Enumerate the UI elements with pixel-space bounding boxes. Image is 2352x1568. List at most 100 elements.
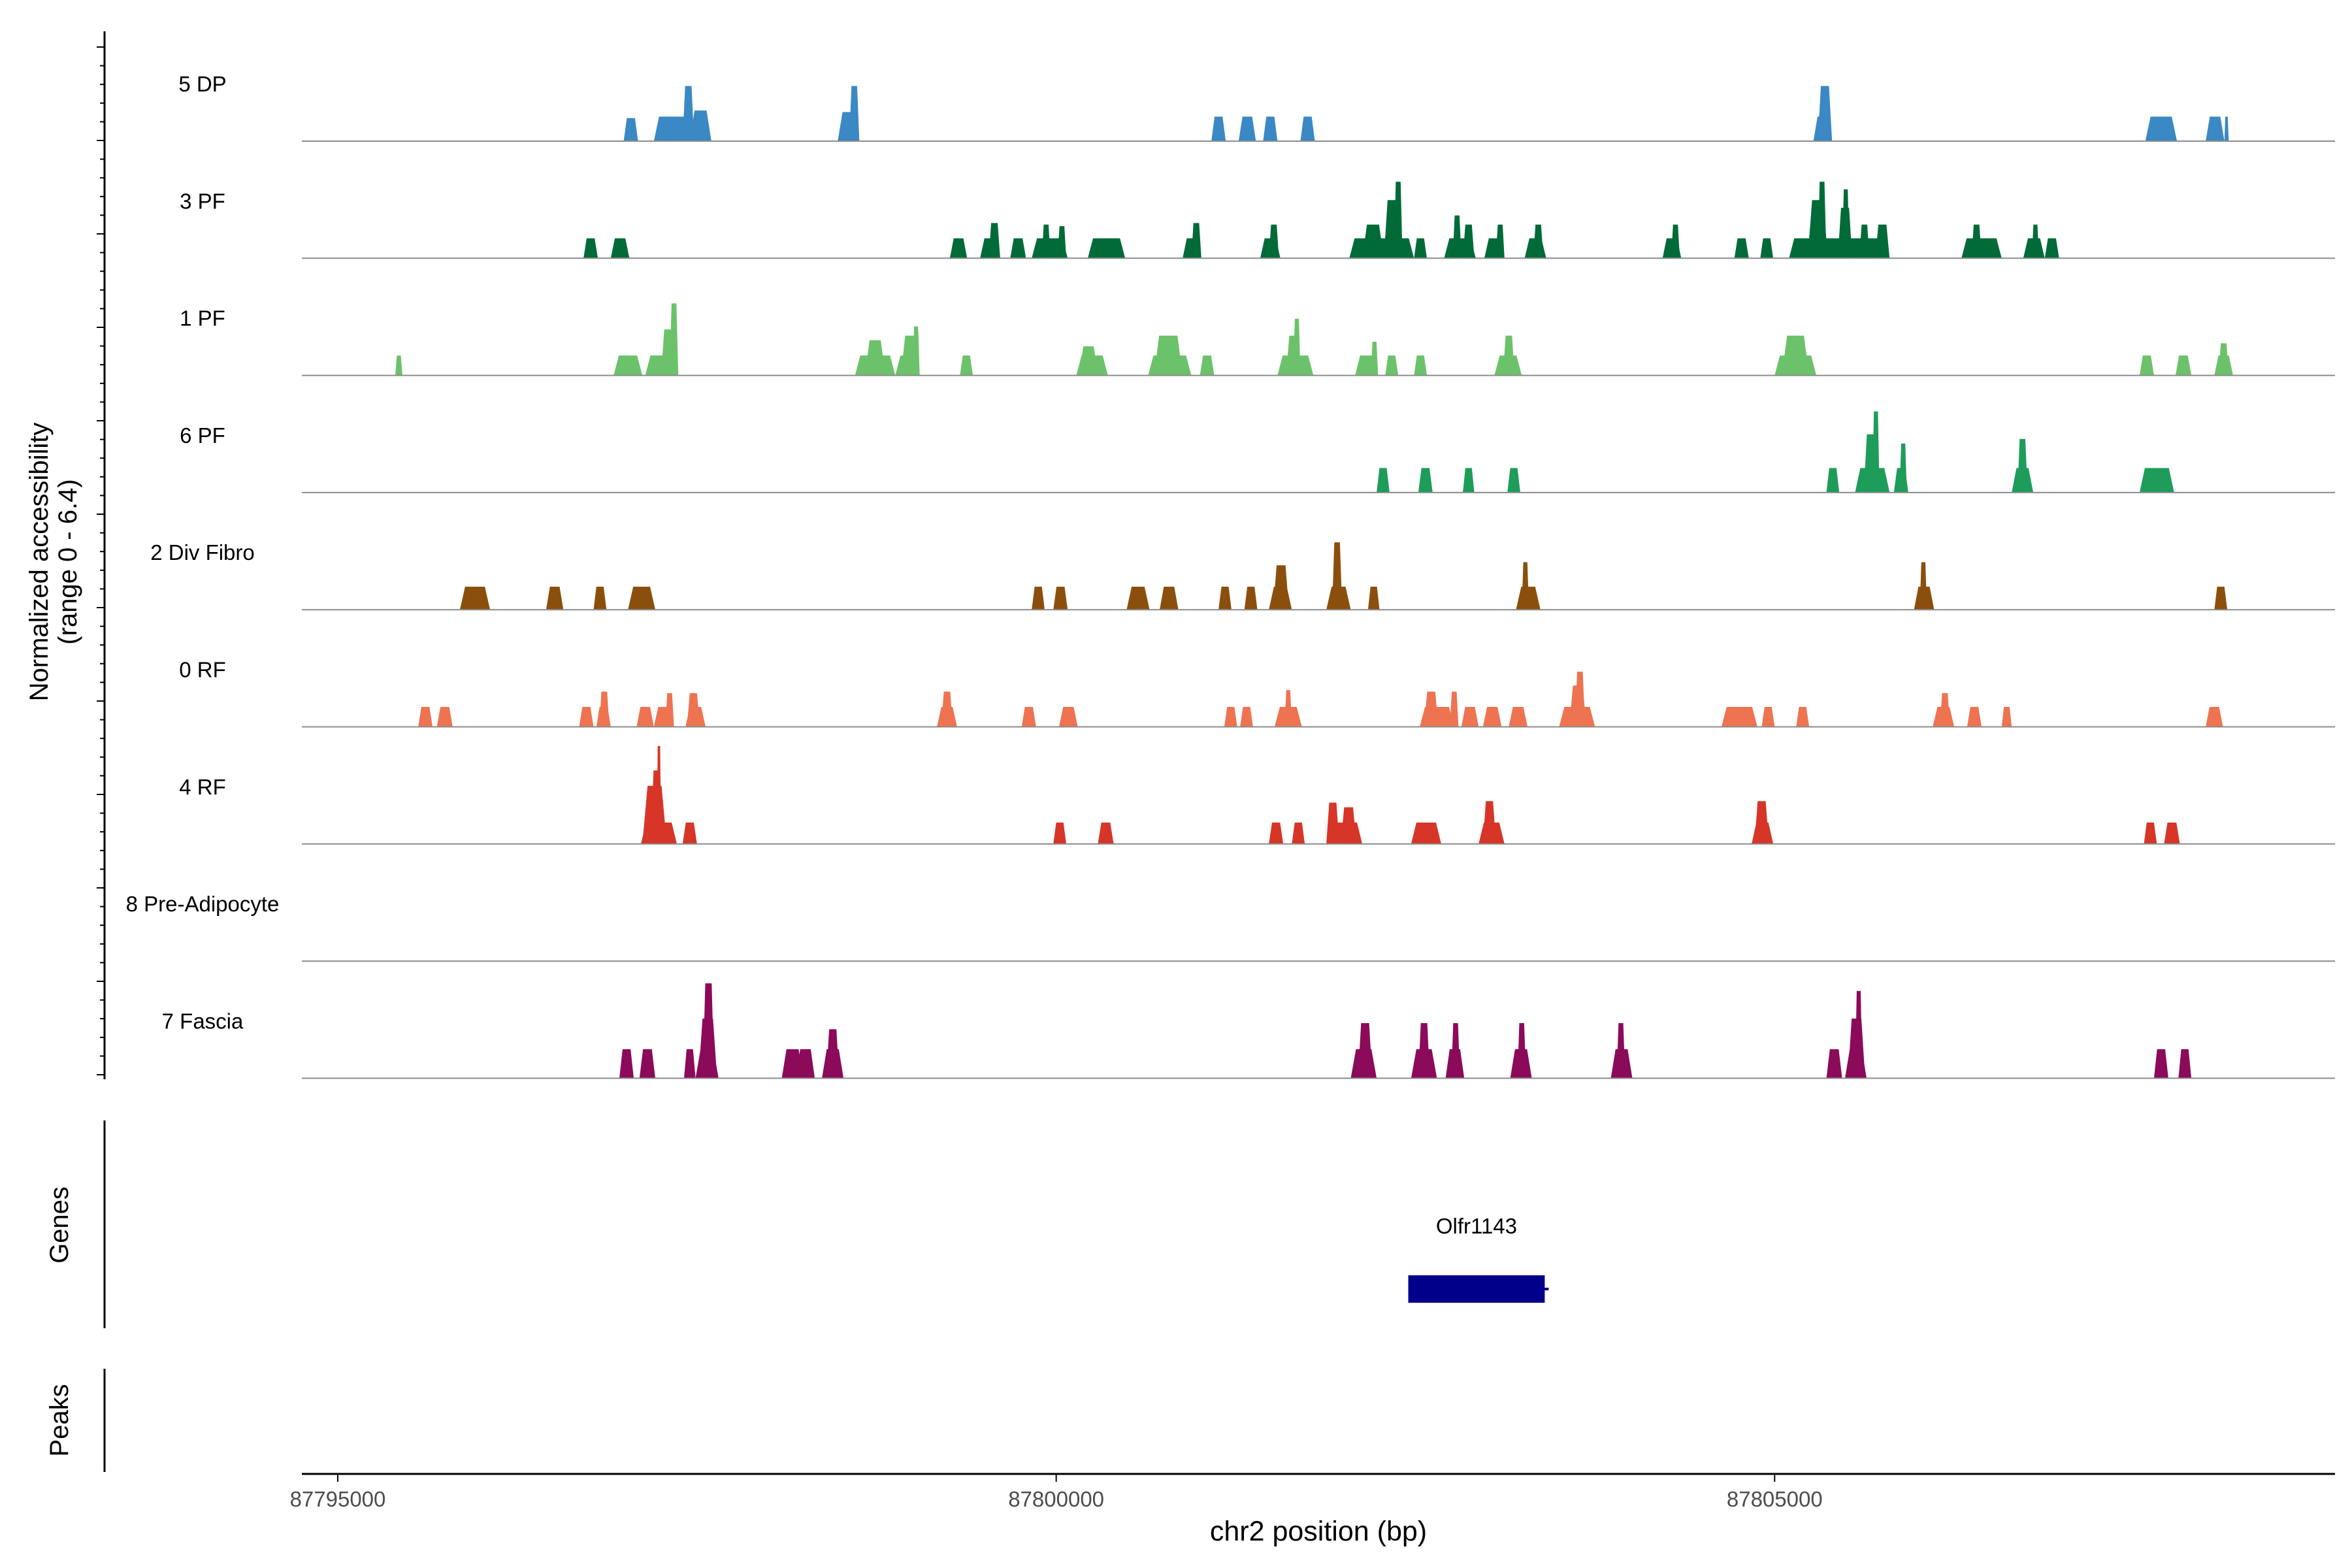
coverage-peak [395,355,402,376]
coverage-peak [1418,468,1433,493]
y-axis-label: Normalized accessibility [25,423,54,702]
coverage-peak [2044,238,2059,259]
track-0-rf: 0 RF [179,658,2335,728]
coverage-peak [2153,1049,2168,1079]
coverage-peak [1463,468,1475,493]
x-tick-label: 87795000 [290,1487,386,1511]
coverage-peak [1385,355,1399,376]
coverage-peak [2144,823,2157,844]
coverage-peak [1331,542,1343,610]
coverage-peak [1211,116,1226,141]
coverage-peak [653,116,690,141]
coverage-peak [1053,587,1068,610]
coverage-peak [1394,182,1403,259]
coverage-peak [684,1049,696,1079]
coverage-peak [2001,707,2012,727]
coverage-peak [1971,224,1982,259]
coverage-peak [988,223,1000,259]
coverage-peak [2214,587,2228,610]
coverage-peak [702,983,715,1079]
coverage-peak [1451,1023,1460,1079]
coverage-peak [1424,691,1439,727]
coverage-peak [1200,355,1215,376]
coverage-peak [613,355,643,376]
coverage-peak [1059,707,1078,727]
coverage-peak [1463,224,1475,259]
coverage-peak [1284,690,1292,727]
track-label: 2 Div Fibro [150,540,255,564]
coverage-peak [1418,1023,1430,1079]
coverage-tracks: 5 DP 3 PF 1 PF 6 PF 2 Div Fibro 0 RF 4 RF 8 Pre… [126,72,2335,1079]
coverage-peak [1293,318,1301,376]
coverage-peak [1160,587,1179,610]
coverage-peak [1967,707,1982,727]
x-tick-label: 87800000 [1008,1487,1104,1511]
coverage-peak [1269,224,1279,259]
coverage-peak [2139,355,2154,376]
coverage-peak [2139,468,2174,493]
coverage-peak [949,238,968,259]
coverage-peak [1224,707,1237,727]
coverage-peak [1041,224,1051,259]
track-2-div-fibro: 2 Div Fibro [150,540,2335,611]
coverage-peak [579,707,594,727]
coverage-peak [1826,468,1840,493]
coverage-peak [941,691,953,727]
coverage-peak [1414,238,1427,259]
coverage-peak [1940,693,1950,727]
coverage-peak [2206,116,2225,141]
x-axis-title: chr2 position (bp) [1210,1516,1427,1547]
coverage-peak [689,110,711,141]
coverage-peak [1010,238,1026,259]
coverage-peak [1244,587,1258,610]
coverage-peak [599,691,610,727]
track-label: 7 Fascia [162,1009,244,1033]
coverage-peak [619,1049,634,1079]
x-tick-label: 87805000 [1727,1487,1823,1511]
track-7-fascia: 7 Fascia [162,983,2335,1079]
coverage-peak [670,303,679,376]
coverage-peak [583,238,598,259]
coverage-peak [1341,807,1357,844]
gene-annotations: Olfr1143 [1408,1214,1549,1303]
coverage-peak [1875,224,1890,259]
coverage-peak [1362,224,1384,259]
coverage-peak [1371,342,1379,376]
coverage-peak [636,707,654,727]
gene-bar [1408,1275,1545,1303]
coverage-peak [1826,1049,1842,1079]
coverage-peak [1522,562,1529,610]
coverage-peak [2175,355,2192,376]
coverage-peak [1079,346,1098,376]
coverage-peak [1842,189,1850,259]
coverage-peak [1367,587,1380,610]
coverage-peak [1240,707,1253,727]
track-4-rf: 4 RF [179,745,2335,845]
track-6-pf: 6 PF [180,411,2335,493]
coverage-peak [1517,1023,1526,1079]
coverage-peak [1414,355,1427,376]
coverage-peak [1872,411,1880,493]
track-5-dp: 5 DP [178,72,2335,142]
coverage-peak [1899,443,1907,493]
coverage-peak [1032,587,1045,610]
coverage-peak [2031,224,2039,259]
coverage-peak [1855,990,1863,1079]
track-label: 1 PF [180,306,225,331]
x-axis-ticks: 87795000 87800000 87805000 [290,1474,1823,1511]
coverage-peak [1218,587,1232,610]
coverage-peak [1859,224,1870,259]
coverage-peak [1961,238,2002,259]
track-label: 6 PF [180,423,225,448]
coverage-peak [1263,116,1278,141]
coverage-peak [593,587,607,610]
coverage-peak [436,707,453,727]
coverage-peak [1533,224,1544,259]
track-label: 5 DP [178,72,226,96]
coverage-peak [1300,116,1315,141]
coverage-peak [546,587,564,610]
coverage-peak [1760,238,1774,259]
genes-panel-label: Genes [45,1186,74,1264]
